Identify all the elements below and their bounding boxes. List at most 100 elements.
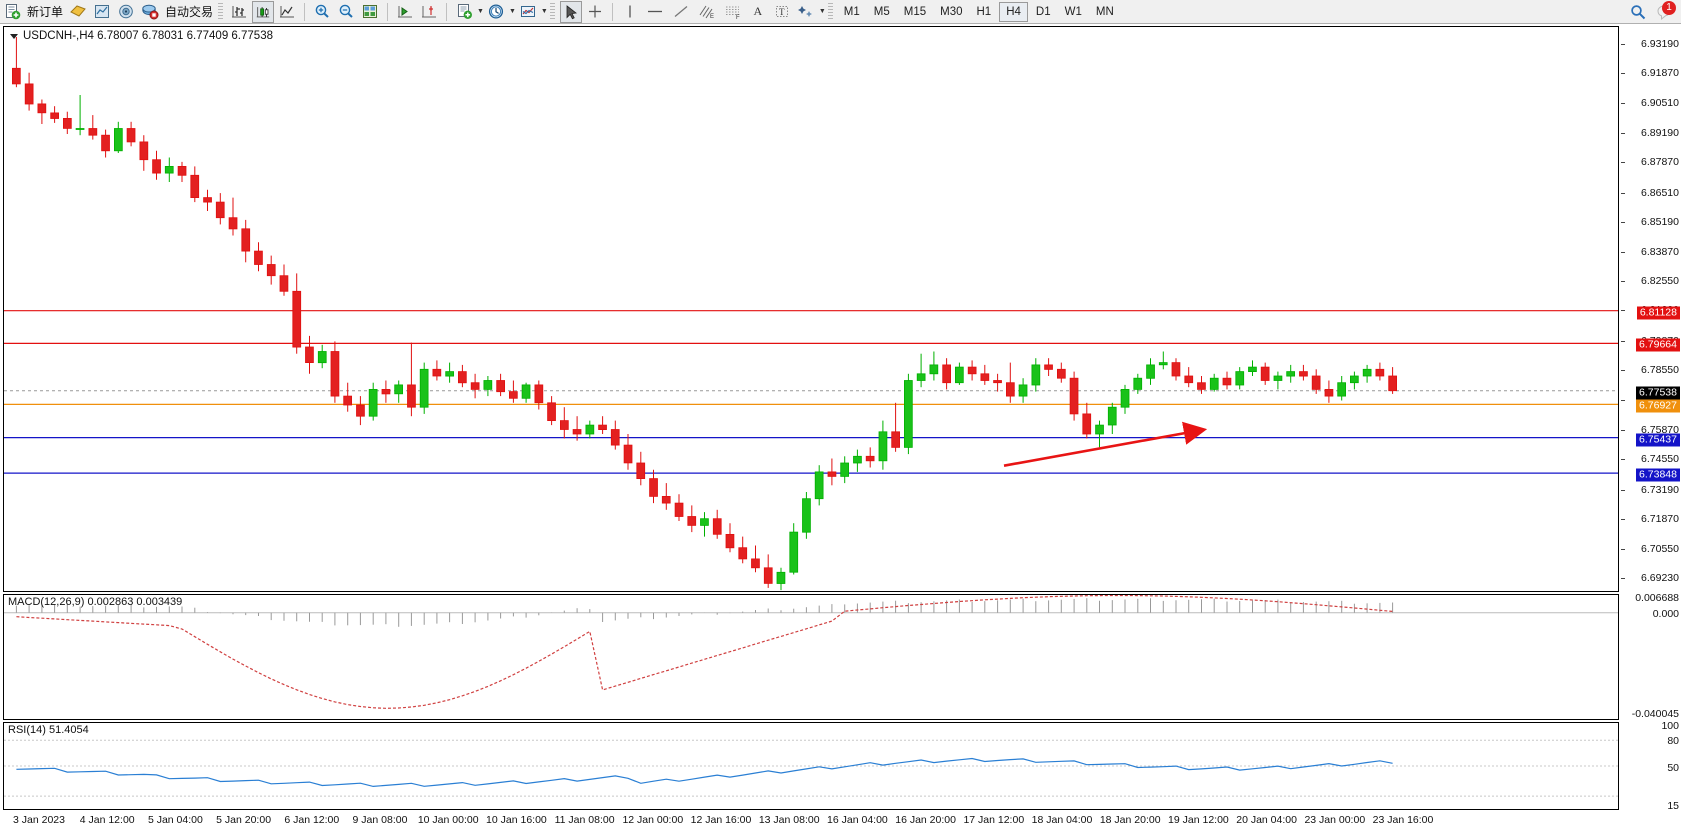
text-icon[interactable]: A: [753, 4, 763, 18]
new-order-icon[interactable]: [1, 1, 23, 23]
equidistant-channel-icon[interactable]: E: [695, 1, 719, 23]
candlestick-chart-icon[interactable]: [252, 0, 275, 23]
time-tick: 12 Jan 00:00: [622, 814, 684, 826]
toolbar-separator-4: [611, 2, 613, 21]
timeframe-m5[interactable]: M5: [873, 5, 890, 18]
price-tick-mark: [1621, 548, 1625, 550]
price-tick-mark: [1621, 162, 1625, 164]
price-tick-mark: [1621, 310, 1625, 312]
autotrading-icon[interactable]: [139, 1, 161, 23]
chevron-down-icon-2[interactable]: ▼: [508, 8, 516, 15]
time-tick: 10 Jan 16:00: [486, 814, 547, 826]
rsi-tick-100: 100: [1661, 720, 1679, 732]
svg-text:F: F: [736, 15, 740, 20]
time-scale[interactable]: 3 Jan 2023 4 Jan 12:00 5 Jan 04:00 5 Jan 20…: [3, 812, 1619, 830]
line-chart-icon[interactable]: [276, 1, 298, 23]
time-tick: 6 Jan 12:00: [284, 814, 340, 826]
trendline-icon[interactable]: [669, 1, 693, 23]
timeframe-m1[interactable]: M1: [843, 5, 860, 18]
chart-shift-icon[interactable]: [359, 1, 381, 23]
macd-pane[interactable]: MACD(12,26,9) 0.002863 0.003439: [3, 594, 1619, 720]
time-tick: 3 Jan 2023: [13, 814, 65, 826]
time-tick: 12 Jan 16:00: [690, 814, 752, 826]
time-tick: 4 Jan 12:00: [79, 814, 135, 826]
objects-icon[interactable]: [795, 1, 817, 23]
timeframe-d1[interactable]: D1: [1035, 5, 1051, 18]
price-candles-svg: [4, 37, 1618, 591]
macd-svg: [4, 595, 1618, 709]
timeframe-h4[interactable]: H4: [999, 1, 1028, 22]
text-label-icon[interactable]: T: [771, 1, 793, 23]
zoom-out-icon[interactable]: [335, 1, 357, 23]
rsi-tick-15: 15: [1667, 800, 1679, 812]
zoom-in-icon[interactable]: [311, 1, 333, 23]
chart-menu-triangle-icon[interactable]: [10, 33, 18, 39]
price-tick: 6.82550: [1641, 275, 1679, 287]
bar-chart-icon[interactable]: [228, 1, 250, 23]
price-tick: 6.90510: [1641, 97, 1679, 110]
price-tick: 6.89190: [1641, 126, 1679, 139]
price-tick: 6.69230: [1641, 572, 1679, 585]
chart-shift-end-icon[interactable]: [418, 1, 440, 23]
cursor-icon[interactable]: [559, 0, 582, 23]
timeframe-bar: M1 M5 M15 M30 H1 H4 D1 W1 MN: [837, 1, 1121, 22]
price-tick: 6.78550: [1641, 364, 1679, 377]
chevron-down-icon-4[interactable]: ▼: [818, 8, 826, 15]
toolbar-grip[interactable]: [218, 2, 224, 21]
time-tick: 18 Jan 20:00: [1099, 814, 1161, 826]
price-tick: 6.83870: [1641, 245, 1679, 258]
fibonacci-icon[interactable]: F: [721, 1, 745, 23]
price-tick-mark: [1621, 340, 1625, 342]
time-tick: 10 Jan 00:00: [417, 814, 479, 826]
chevron-down-icon-3[interactable]: ▼: [540, 8, 548, 15]
new-chart-icon[interactable]: [453, 1, 475, 23]
time-tick: 23 Jan 00:00: [1304, 814, 1366, 826]
period-icon[interactable]: [485, 1, 507, 23]
timeframe-m15[interactable]: M15: [903, 5, 927, 18]
price-tick-mark: [1621, 281, 1625, 282]
timeframe-m30[interactable]: M30: [940, 5, 963, 18]
price-tick-mark: [1621, 429, 1625, 431]
data-window-icon[interactable]: [91, 1, 113, 23]
chevron-down-icon[interactable]: ▼: [477, 8, 484, 15]
autotrade-label[interactable]: 自动交易: [165, 5, 214, 19]
indicators-icon[interactable]: [517, 1, 539, 23]
price-tick-mark: [1621, 132, 1625, 134]
toolbar-separator: [304, 2, 306, 21]
search-icon[interactable]: [1629, 3, 1647, 21]
new-order-label[interactable]: 新订单: [27, 5, 64, 19]
price-scale[interactable]: 6.93190 6.91870 6.90510 6.89190 6.87870 6.865…: [1621, 26, 1681, 812]
toolbar-grip-3[interactable]: [827, 2, 833, 21]
rsi-pane[interactable]: RSI(14) 51.4054: [3, 722, 1619, 810]
price-tick-mark: [1621, 222, 1625, 224]
macd-label: MACD(12,26,9) 0.002863 0.003439: [8, 596, 183, 608]
auto-scroll-icon[interactable]: [394, 1, 416, 23]
vertical-line-icon[interactable]: [619, 1, 641, 23]
timeframe-w1[interactable]: W1: [1064, 5, 1082, 18]
price-tick-mark: [1621, 43, 1625, 45]
crosshair-icon[interactable]: [584, 1, 606, 23]
chart-title-row: USDCNH-,H4 6.78007 6.78031 6.77409 6.775…: [10, 30, 273, 42]
horizontal-line-icon[interactable]: [643, 1, 667, 23]
time-tick: 9 Jan 08:00: [352, 814, 408, 826]
rsi-svg: [4, 739, 1618, 797]
price-tick: 6.91870: [1641, 67, 1679, 80]
notification-count: 1: [1662, 1, 1676, 15]
price-tick: 6.75870: [1641, 423, 1679, 436]
navigator-icon[interactable]: [115, 1, 137, 23]
price-tick-mark: [1621, 578, 1625, 580]
notification-badge[interactable]: 1: [1655, 1, 1676, 22]
time-tick: 17 Jan 12:00: [963, 814, 1025, 826]
price-tag-horizontal-line-orange: 6.76927: [1636, 399, 1680, 413]
toolbar-grip-2[interactable]: [549, 2, 555, 21]
expert-advisors-icon[interactable]: [67, 1, 89, 23]
price-tick: 6.70550: [1641, 542, 1679, 555]
time-tick: 16 Jan 20:00: [895, 814, 956, 826]
price-tick: 6.71870: [1641, 513, 1679, 526]
price-tag-horizontal-line-red: 6.79664: [1636, 338, 1680, 352]
toolbar-separator-3: [446, 2, 448, 21]
price-pane[interactable]: USDCNH-,H4 6.78007 6.78031 6.77409 6.775…: [3, 26, 1619, 592]
price-tick-mark: [1621, 399, 1625, 401]
timeframe-h1[interactable]: H1: [976, 5, 992, 18]
timeframe-mn[interactable]: MN: [1095, 5, 1114, 18]
